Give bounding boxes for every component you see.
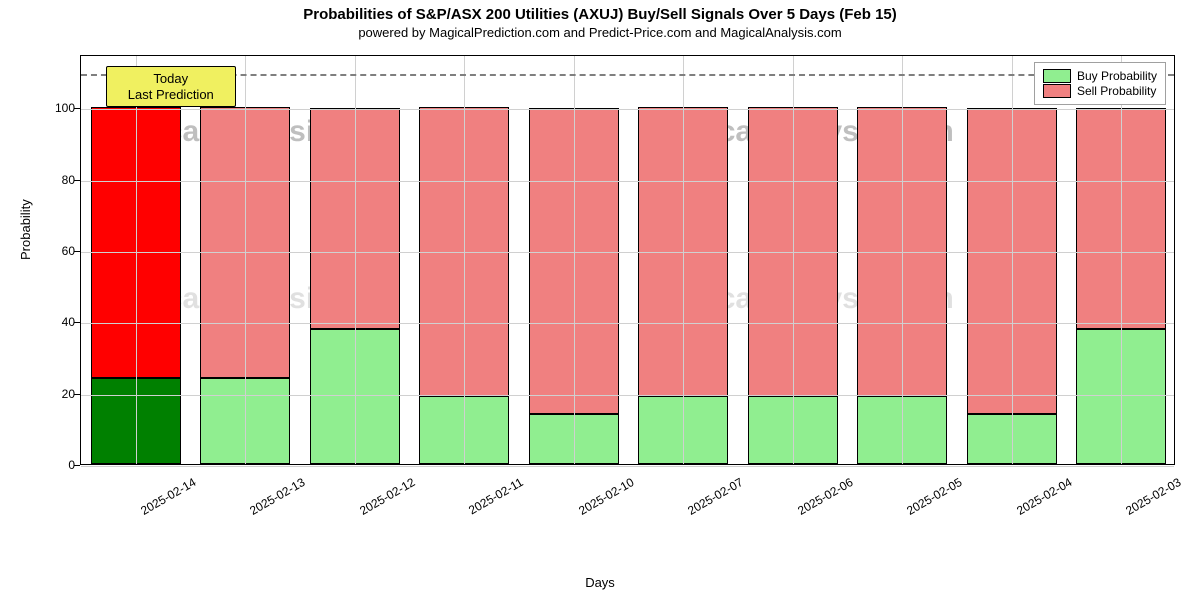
ytick-label: 0 bbox=[25, 458, 75, 472]
ytick-mark bbox=[74, 394, 80, 395]
legend: Buy ProbabilitySell Probability bbox=[1034, 62, 1166, 105]
xtick-label: 2025-02-07 bbox=[685, 475, 745, 518]
ytick-label: 100 bbox=[25, 101, 75, 115]
xtick-label: 2025-02-10 bbox=[576, 475, 636, 518]
gridline-vertical bbox=[574, 56, 575, 464]
xtick-label: 2025-02-14 bbox=[138, 475, 198, 518]
chart-subtitle: powered by MagicalPrediction.com and Pre… bbox=[0, 23, 1200, 40]
ytick-mark bbox=[74, 251, 80, 252]
chart-title: Probabilities of S&P/ASX 200 Utilities (… bbox=[0, 0, 1200, 23]
callout-line: Today bbox=[117, 71, 225, 87]
ytick-label: 20 bbox=[25, 387, 75, 401]
gridline-vertical bbox=[136, 56, 137, 464]
legend-swatch bbox=[1043, 69, 1071, 83]
legend-item-buy: Buy Probability bbox=[1043, 69, 1157, 83]
legend-label: Sell Probability bbox=[1077, 84, 1156, 98]
reference-line bbox=[81, 74, 1174, 76]
ytick-label: 60 bbox=[25, 244, 75, 258]
gridline-vertical bbox=[1121, 56, 1122, 464]
ytick-mark bbox=[74, 180, 80, 181]
ytick-mark bbox=[74, 108, 80, 109]
x-axis-label: Days bbox=[0, 575, 1200, 590]
gridline-vertical bbox=[464, 56, 465, 464]
chart-container: Probabilities of S&P/ASX 200 Utilities (… bbox=[0, 0, 1200, 600]
xtick-label: 2025-02-05 bbox=[904, 475, 964, 518]
ytick-mark bbox=[74, 465, 80, 466]
gridline-vertical bbox=[1012, 56, 1013, 464]
gridline-vertical bbox=[683, 56, 684, 464]
ytick-mark bbox=[74, 322, 80, 323]
xtick-label: 2025-02-04 bbox=[1014, 475, 1074, 518]
xtick-label: 2025-02-06 bbox=[795, 475, 855, 518]
legend-swatch bbox=[1043, 84, 1071, 98]
xtick-label: 2025-02-11 bbox=[466, 475, 525, 517]
gridline-vertical bbox=[902, 56, 903, 464]
xtick-label: 2025-02-12 bbox=[357, 475, 417, 518]
gridline-vertical bbox=[793, 56, 794, 464]
plot-area: MagicalAnalysis.comMagicalAnalysis.comMa… bbox=[80, 55, 1175, 465]
legend-label: Buy Probability bbox=[1077, 69, 1157, 83]
callout-line: Last Prediction bbox=[117, 87, 225, 103]
gridline-vertical bbox=[355, 56, 356, 464]
gridline-vertical bbox=[245, 56, 246, 464]
ytick-label: 80 bbox=[25, 173, 75, 187]
xtick-label: 2025-02-03 bbox=[1123, 475, 1183, 518]
xtick-label: 2025-02-13 bbox=[247, 475, 307, 518]
legend-item-sell: Sell Probability bbox=[1043, 84, 1157, 98]
ytick-label: 40 bbox=[25, 315, 75, 329]
today-callout: TodayLast Prediction bbox=[106, 66, 236, 107]
gridline-horizontal bbox=[81, 466, 1174, 467]
